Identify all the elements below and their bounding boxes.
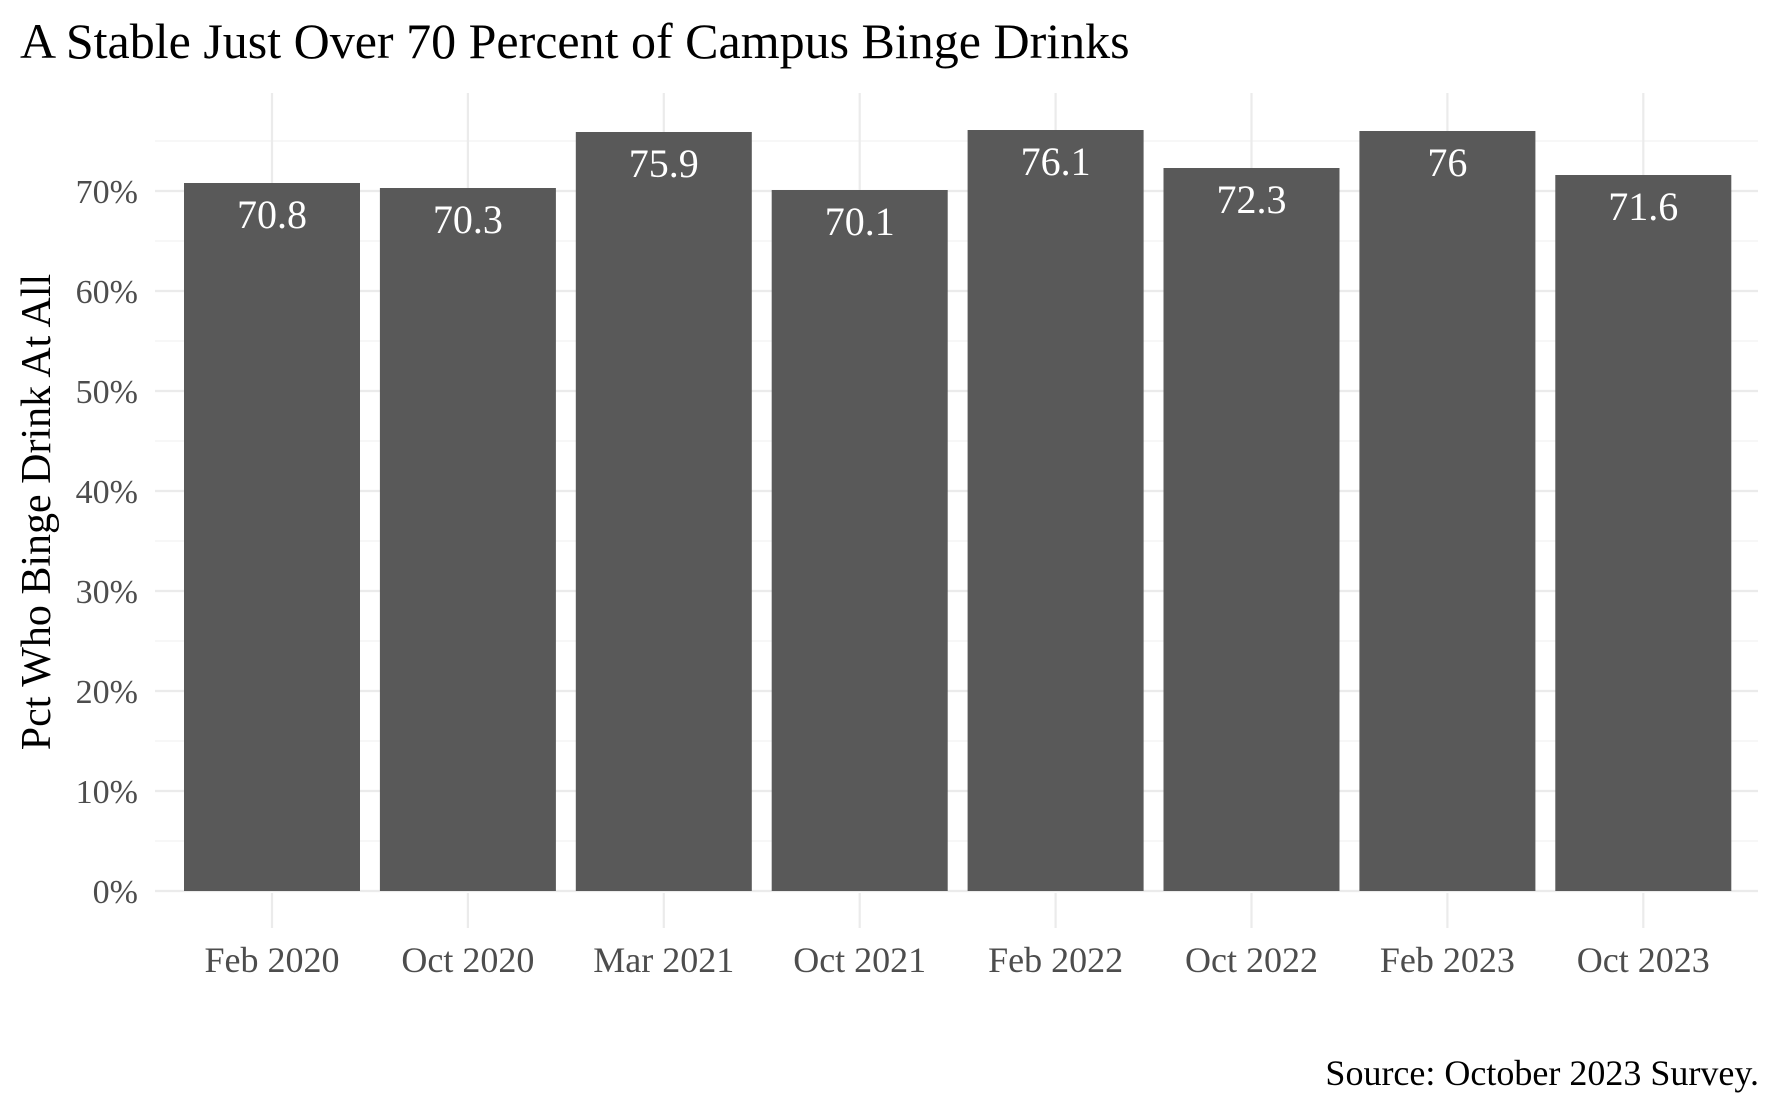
bar-oct-2023 [1555,175,1732,891]
bar-data-label: 75.9 [629,141,699,186]
bar-data-label: 76.1 [1021,139,1091,184]
x-tick-label: Oct 2020 [401,940,534,980]
x-tick-label: Feb 2022 [988,940,1123,980]
x-tick-label: Feb 2023 [1380,940,1515,980]
bar-data-label: 70.8 [237,192,307,237]
bars: 70.8 70.3 75.9 70.1 76.1 72.3 76 71.6 [184,130,1732,891]
y-tick-label: 70% [76,174,138,211]
x-tick-label: Oct 2023 [1577,940,1710,980]
y-tick-label: 60% [76,274,138,311]
bar-data-label: 70.1 [825,199,895,244]
y-axis-ticks: 0% 10% 20% 30% 40% 50% 60% 70% [76,174,138,911]
x-tick-label: Mar 2021 [593,940,734,980]
bar-data-label: 76 [1427,140,1467,185]
bar-data-label: 70.3 [433,197,503,242]
bar-oct-2022 [1163,168,1340,891]
x-tick-label: Feb 2020 [205,940,340,980]
y-tick-label: 10% [76,774,138,811]
bar-oct-2021 [771,190,948,891]
source-caption: Source: October 2023 Survey. [1325,1053,1759,1093]
x-tick-label: Oct 2022 [1185,940,1318,980]
bar-feb-2023 [1359,131,1536,891]
bar-oct-2020 [379,188,556,891]
x-axis-ticks: Feb 2020 Oct 2020 Mar 2021 Oct 2021 Feb 2022… [205,893,1710,980]
y-axis-label: Pct Who Binge Drink At All [14,274,60,750]
bar-feb-2022 [967,130,1144,891]
bar-data-label: 71.6 [1608,184,1678,229]
y-tick-label: 20% [76,674,138,711]
bar-data-label: 72.3 [1217,177,1287,222]
bar-feb-2020 [184,183,360,891]
x-tick-label: Oct 2021 [793,940,926,980]
y-tick-label: 30% [76,574,138,611]
chart-title: A Stable Just Over 70 Percent of Campus … [20,13,1130,69]
bar-mar-2021 [575,132,752,891]
y-tick-label: 0% [93,874,138,911]
y-tick-label: 40% [76,474,138,511]
y-tick-label: 50% [76,374,138,411]
